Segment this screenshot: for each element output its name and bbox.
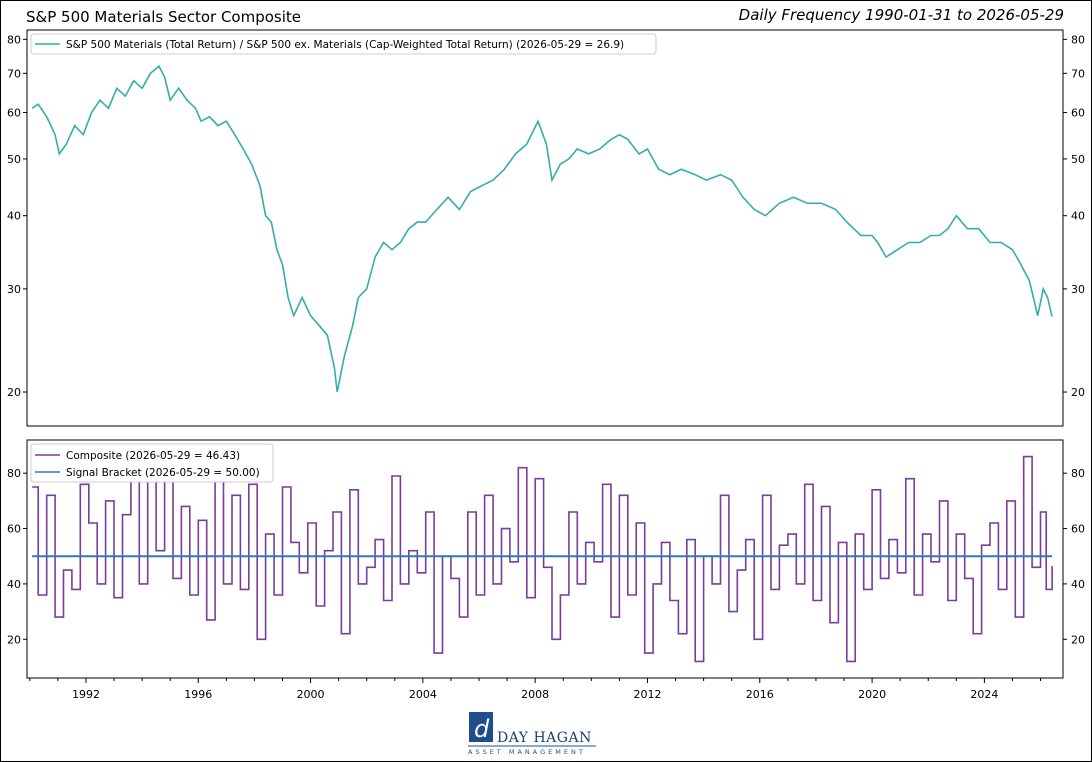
- x-tick-label: 1996: [184, 688, 212, 701]
- logo-subtitle: ASSET MANAGEMENT: [468, 748, 586, 756]
- top-y-tick-label-right: 40: [1071, 210, 1085, 223]
- top-legend: S&P 500 Materials (Total Return) / S&P 5…: [30, 33, 657, 55]
- x-tick-label: 2024: [970, 688, 998, 701]
- x-tick-label: 2012: [633, 688, 661, 701]
- top-panel: 20 20 30 30 40 40 50 50 60 60 70 70 80 80 S&P 500 Mat…: [7, 29, 1085, 427]
- composite-line: [32, 455, 1053, 663]
- chart-title: S&P 500 Materials Sector Composite: [26, 8, 301, 26]
- bottom-y-tick-label-left: 80: [7, 467, 21, 480]
- top-y-tick-label-left: 80: [7, 33, 21, 46]
- bracket-legend-label: Signal Bracket (2026-05-29 = 50.00): [66, 467, 260, 479]
- materials-ratio-line: [31, 64, 1053, 393]
- logo-name: DAY HAGAN: [497, 730, 592, 746]
- company-logo: d DAY HAGAN ASSET MANAGEMENT: [466, 710, 601, 758]
- bottom-plot-area: [26, 439, 1064, 679]
- day-hagan-logo-mark: d: [468, 712, 596, 747]
- top-y-tick-label-right: 70: [1071, 67, 1085, 80]
- bottom-x-axis: 1992 1996 2000 2004 2008 2012 2016 2020 2024: [29, 678, 1042, 701]
- x-tick-label: 2020: [858, 688, 886, 701]
- composite-legend-label: Composite (2026-05-29 = 46.43): [66, 450, 240, 462]
- top-y-tick-label-right: 30: [1071, 283, 1085, 296]
- bottom-y-tick-label-right: 60: [1071, 523, 1085, 536]
- chart-frequency-label: Daily Frequency 1990-01-31 to 2026-05-29: [738, 6, 1064, 24]
- x-tick-label: 2000: [297, 688, 325, 701]
- bottom-y-tick-label-right: 80: [1071, 467, 1085, 480]
- top-y-axis: 20 20 30 30 40 40 50 50 60 60 70 70 80 80: [7, 33, 1085, 399]
- svg-text:d: d: [474, 715, 490, 743]
- bottom-y-axis: 20 20 40 40 60 60 80 80: [7, 467, 1085, 646]
- top-y-tick-label-right: 50: [1071, 153, 1085, 166]
- top-y-tick-label-left: 40: [7, 210, 21, 223]
- top-y-tick-label-left: 70: [7, 67, 21, 80]
- top-y-tick-label-right: 60: [1071, 107, 1085, 120]
- x-tick-label: 2008: [521, 688, 549, 701]
- top-y-tick-label-right: 80: [1071, 33, 1085, 46]
- bottom-y-tick-label-left: 60: [7, 523, 21, 536]
- top-y-tick-label-left: 50: [7, 153, 21, 166]
- top-y-tick-label-left: 60: [7, 107, 21, 120]
- top-legend-label: S&P 500 Materials (Total Return) / S&P 5…: [66, 39, 624, 51]
- top-y-tick-label-left: 30: [7, 283, 21, 296]
- top-plot-area: [26, 29, 1064, 427]
- bottom-y-tick-label-left: 40: [7, 578, 21, 591]
- bottom-y-tick-label-right: 40: [1071, 578, 1085, 591]
- top-y-tick-label-right: 20: [1071, 386, 1085, 399]
- top-y-tick-label-left: 20: [7, 386, 21, 399]
- x-tick-label: 1992: [72, 688, 100, 701]
- bottom-y-tick-label-left: 20: [7, 633, 21, 646]
- x-tick-label: 2004: [409, 688, 437, 701]
- bottom-y-tick-label-right: 20: [1071, 633, 1085, 646]
- x-tick-label: 2016: [746, 688, 774, 701]
- bottom-legend: Composite (2026-05-29 = 46.43) Signal Br…: [30, 443, 274, 483]
